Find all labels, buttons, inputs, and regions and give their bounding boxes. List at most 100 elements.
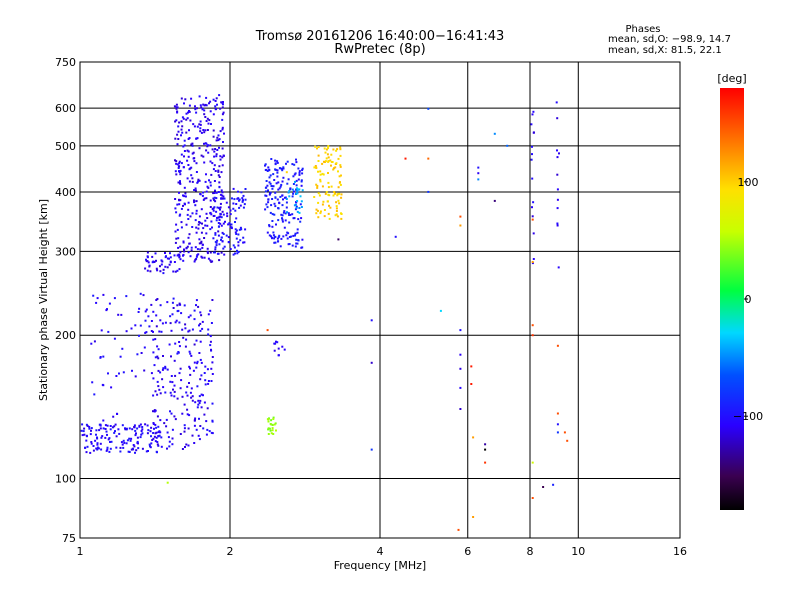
data-point [213,155,216,158]
data-point [470,383,473,385]
data-point [237,241,240,244]
data-point [187,444,190,447]
data-point [206,368,209,371]
data-point [174,342,177,345]
data-point [187,236,190,239]
data-point [174,230,177,233]
data-point [136,436,139,439]
data-point [563,431,566,434]
data-point [266,184,269,187]
data-point [242,194,245,197]
data-point [272,416,275,419]
data-point [226,212,229,215]
data-point [327,212,330,215]
data-point [221,231,224,234]
data-point [159,265,161,268]
data-point [197,403,200,406]
data-point [196,248,199,251]
data-point [201,256,204,259]
data-point [325,157,328,160]
data-point [179,303,182,306]
data-point [183,304,186,307]
data-point [185,223,188,226]
data-point [531,206,533,209]
data-point [339,183,342,186]
data-point [266,329,269,332]
data-point [281,220,284,223]
data-point [204,142,207,145]
data-point [285,201,288,204]
data-point [173,390,176,393]
data-point [234,221,236,223]
data-point [150,372,153,375]
data-point [194,189,197,192]
data-point [211,432,214,435]
data-point [184,323,187,326]
data-point [179,433,182,435]
data-point [330,185,333,188]
data-point [81,434,84,437]
data-point [93,340,96,343]
data-point [273,179,276,181]
data-point [180,97,183,100]
data-point [286,237,289,240]
data-point [279,245,282,248]
data-point [288,195,291,198]
data-point [274,162,277,165]
data-point [339,154,342,157]
data-point [149,430,152,433]
data-point [183,102,185,105]
data-point [134,324,137,327]
data-point [264,164,266,167]
data-point [217,174,220,177]
data-point [193,160,196,163]
data-point [291,195,294,198]
data-point [203,161,206,164]
data-point [556,198,559,201]
data-point [531,145,533,148]
data-point [198,123,201,126]
data-point [218,186,221,189]
data-point [234,231,237,234]
data-point [188,350,191,353]
data-point [175,319,178,322]
data-point [233,198,236,201]
data-point [222,247,225,250]
data-point [335,207,338,210]
data-point [296,190,298,193]
data-point [175,107,178,110]
data-point [179,173,182,176]
data-point [132,448,135,451]
data-point [199,425,202,427]
data-point [174,137,177,140]
data-point [141,428,144,431]
data-point [166,431,169,434]
data-point [117,428,120,431]
data-point [209,160,212,163]
data-point [176,163,179,166]
data-point [156,269,159,272]
data-point [174,207,177,210]
data-point [88,425,91,428]
data-point [209,228,212,231]
data-point [126,439,129,442]
data-point [212,192,215,195]
data-point [319,212,322,215]
data-point [555,101,558,104]
data-point [209,211,212,214]
data-point [180,221,183,224]
data-point [178,203,181,206]
data-point [269,174,272,177]
data-point [286,211,288,214]
data-point [196,125,199,128]
colorbar-tick-label: 100 [738,176,759,189]
data-point [180,162,183,165]
data-point [207,333,210,336]
data-point [154,338,157,341]
data-point [81,423,84,426]
data-point [213,196,216,199]
data-point [319,210,322,213]
data-point [531,218,534,221]
data-point [270,204,273,207]
data-point [155,426,158,429]
